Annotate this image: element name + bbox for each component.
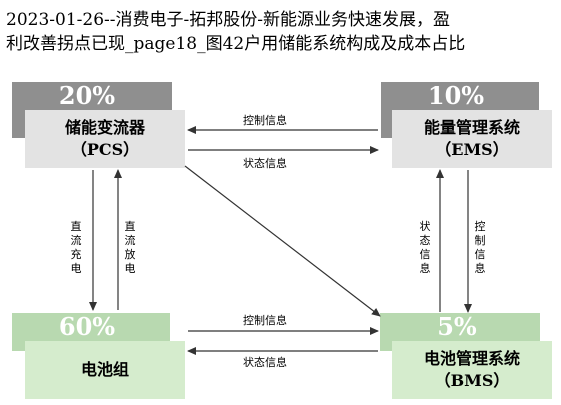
battery-node-name: 电池组 <box>80 360 129 379</box>
ems-bms-control-label: 控制信息 <box>474 220 486 275</box>
ems-cost-share: 10% <box>427 81 485 110</box>
battery-bms-control-label: 控制信息 <box>243 314 287 327</box>
ems-node-abbr: （EMS） <box>435 140 509 159</box>
bms-node-abbr: （BMS） <box>434 371 510 390</box>
ems-node-name: 能量管理系统 <box>423 118 520 137</box>
caption-line-1: 2023-01-26--消费电子-拓邦股份-新能源业务快速发展，盈 <box>6 10 450 30</box>
bms-cost-share: 5% <box>437 312 477 341</box>
pcs-node-abbr: （PCS） <box>70 140 140 159</box>
caption-line-2: 利改善拐点已现_page18_图42户用储能系统构成及成本占比 <box>6 34 466 54</box>
pcs-node: 储能变流器 （PCS） <box>25 110 185 168</box>
battery-cost-share: 60% <box>58 312 116 341</box>
pcs-cost-share: 20% <box>58 81 116 110</box>
bms-node-name: 电池管理系统 <box>423 349 520 368</box>
pcs-node-name: 储能变流器 <box>64 118 145 137</box>
arrow-pcs-bms-diagonal <box>184 165 381 317</box>
dc-charge-label: 直流充电 <box>70 220 82 275</box>
ems-node: 能量管理系统 （EMS） <box>392 110 552 168</box>
bms-node: 电池管理系统 （BMS） <box>392 341 552 399</box>
figure-caption: 2023-01-26--消费电子-拓邦股份-新能源业务快速发展，盈 利改善拐点已… <box>6 8 558 56</box>
battery-bms-status-label: 状态信息 <box>243 356 287 369</box>
bms-ems-status-label: 状态信息 <box>419 220 431 275</box>
pcs-ems-status-label: 状态信息 <box>243 157 287 170</box>
battery-node: 电池组 <box>25 341 185 399</box>
dc-discharge-label: 直流放电 <box>124 220 136 275</box>
pcs-ems-control-label: 控制信息 <box>243 114 287 127</box>
